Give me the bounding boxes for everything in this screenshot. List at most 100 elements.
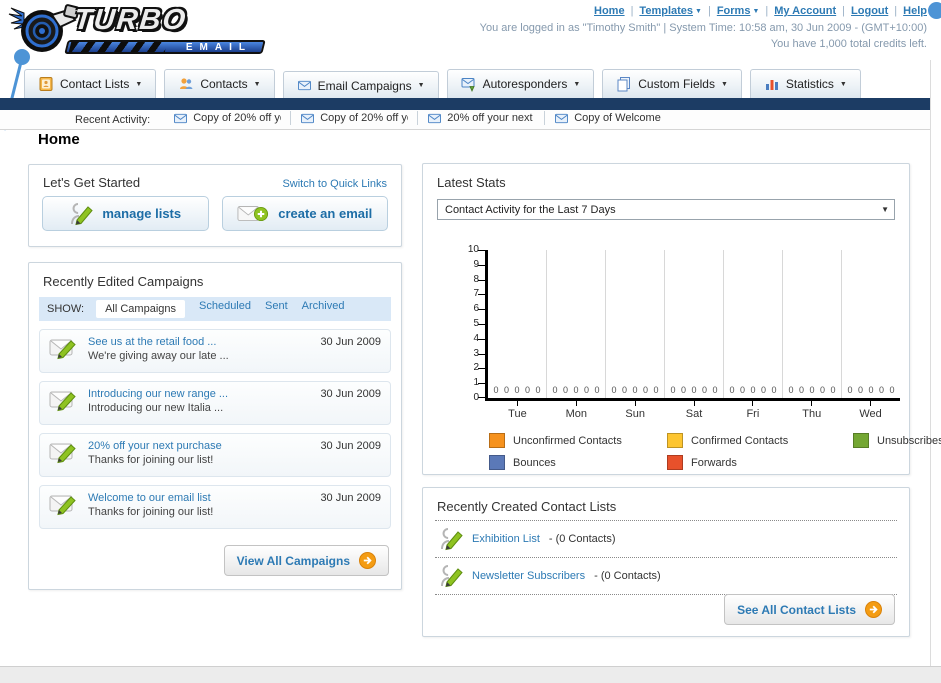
x-axis-label-text: Thu [802,408,822,420]
chart-plot-area: 10 9 8 7 6 5 4 3 2 1 0 0 0 0 0 0 0 0 0 0 0 0 0 0 0 0 0 0 0 0 0 0 0 0 0 0 0 0 0… [468,244,900,403]
tab-statistics[interactable]: Statistics ▼ [749,69,861,98]
data-value-label: 0 [878,385,884,395]
activity-item[interactable]: Copy of Welcome to [544,111,671,126]
data-value-label: 0 [868,385,874,395]
campaign-subtitle: Thanks for joining our list! [88,454,214,466]
legend-swatch [853,433,869,448]
campaign-info: Introducing our new range ... Introducing… [88,387,311,414]
contact-list-items: Exhibition List - (0 Contacts) Newsletter… [423,521,909,595]
manage-lists-button[interactable]: manage lists [42,196,209,231]
contact-list-link[interactable]: Newsletter Subscribers [472,570,586,582]
filter-all-campaigns[interactable]: All Campaigns [96,300,185,318]
data-value-label: 0 [750,385,756,395]
tab-email-campaigns[interactable]: Email Campaigns ▼ [282,70,439,100]
x-axis-label: Thu [782,401,841,420]
button-label: create an email [278,206,373,221]
x-axis-label: Tue [488,401,547,420]
data-value-label: 0 [889,385,895,395]
legend-item-confirmed-contacts: Confirmed Contacts [667,433,853,448]
chevron-down-icon: ▼ [417,82,425,89]
y-axis-tick [478,353,485,355]
data-value-label: 0 [535,385,541,395]
contact-list-count: - (0 Contacts) [594,570,661,582]
activity-item[interactable]: Copy of 20% off yo [290,111,417,126]
nav-link-logout[interactable]: Logout [851,5,889,17]
legend-swatch [489,455,505,470]
campaign-subtitle: Thanks for joining our list! [88,506,214,518]
tab-custom-fields[interactable]: Custom Fields ▼ [602,69,742,98]
latest-stats-panel: Latest Stats Contact Activity for the La… [422,163,941,475]
nav-link-home[interactable]: Home [594,5,625,17]
campaign-title-link[interactable]: Introducing our new range ... [88,388,229,400]
divider [435,594,897,595]
data-value-label: 0 [594,385,600,395]
activity-item[interactable]: Copy of 20% off yo [164,111,290,125]
campaign-title-link[interactable]: See us at the retail food ... [88,336,217,348]
nav-separator: | [894,5,898,17]
campaign-title-link[interactable]: Welcome to our email list [88,492,211,504]
data-value-label: 0 [552,385,558,395]
x-axis-tick [752,401,754,406]
campaign-info: 20% off your next purchase Thanks for joi… [88,439,311,466]
y-axis-tick-label: 10 [467,244,479,255]
see-all-contact-lists-button[interactable]: See All Contact Lists [724,594,895,625]
nav-link-forms[interactable]: Forms [716,5,751,17]
filter-sent[interactable]: Sent [265,300,288,312]
contact-activity-chart: 10 9 8 7 6 5 4 3 2 1 0 0 0 0 0 0 0 0 0 0 0 0 0 0 0 0 0 0 0 0 0 0 0 0 0 0 0 0 0… [468,244,909,420]
turbo-charger-icon [8,4,80,52]
stats-period-select[interactable]: Contact Activity for the Last 7 Days ▼ [437,199,895,220]
data-value-label: 0 [493,385,499,395]
login-status: You are logged in as "Timothy Smith" | S… [480,21,927,53]
tab-label: Statistics [785,77,834,91]
create-an-email-button[interactable]: create an email [221,196,388,231]
legend-item-unconfirmed-contacts: Unconfirmed Contacts [489,433,667,448]
nav-link-my-account[interactable]: My Account [774,5,837,17]
y-axis-tick-label: 0 [473,392,479,403]
campaign-title-link[interactable]: 20% off your next purchase [88,440,222,452]
chevron-down-icon: ▼ [839,80,847,88]
envelope-icon [297,79,312,92]
activity-item[interactable]: 20% off your next p [417,111,544,126]
data-value-label: 0 [670,385,676,395]
y-axis-tick [478,324,485,325]
x-axis-tick [693,401,695,406]
recent-activity-label: Recent Activity: [75,113,151,126]
chevron-down-icon: ▼ [573,80,581,88]
nav-link-templates[interactable]: Templates [639,5,694,17]
contact-list-link[interactable]: Exhibition List [472,533,540,545]
filter-scheduled[interactable]: Scheduled [199,300,251,312]
get-started-title: Let's Get Started [43,175,141,190]
view-all-campaigns-button[interactable]: View All Campaigns [223,545,389,576]
turbo-logo[interactable]: TURBO EMAIL [8,3,276,57]
custom-fields-icon [616,76,632,92]
nav-separator: | [630,5,634,17]
tab-autoresponders[interactable]: Autoresponders ▼ [446,69,595,98]
contact-lists-panel: Recently Created Contact Lists Exhibitio… [422,487,910,637]
legend-swatch [667,455,683,470]
campaign-date: 30 Jun 2009 [320,492,381,504]
envelope-icon [427,112,442,125]
switch-quick-links[interactable]: Switch to Quick Links [282,178,387,190]
y-axis-tick [478,397,485,398]
data-value-label: 0 [573,385,579,395]
nav-link-help[interactable]: Help [903,5,927,17]
legend-label: Confirmed Contacts [691,434,789,447]
y-axis-tick-label: 6 [473,303,479,315]
legend-label: Bounces [513,456,556,469]
y-axis-tick-label: 7 [473,288,479,300]
tab-contact-lists[interactable]: Contact Lists ▼ [24,69,157,98]
y-axis-tick-label: 1 [473,377,479,389]
envelope-icon [554,112,569,125]
tab-contacts[interactable]: Contacts ▼ [164,69,275,98]
x-axis-label: Sat [665,401,724,420]
legend-label: Unconfirmed Contacts [513,434,622,447]
filter-archived[interactable]: Archived [301,300,345,312]
data-value-label: 0 [830,385,836,395]
button-label: manage lists [102,206,182,221]
header: TURBO EMAIL Home | Templates ▼ | Forms ▼ | My Ac… [0,0,941,60]
y-axis-tick-label: 8 [473,273,479,285]
campaign-filters: All Campaigns Scheduled Sent Archived [96,300,344,318]
data-value-label: 0 [739,385,745,395]
nav-separator: | [707,5,711,17]
